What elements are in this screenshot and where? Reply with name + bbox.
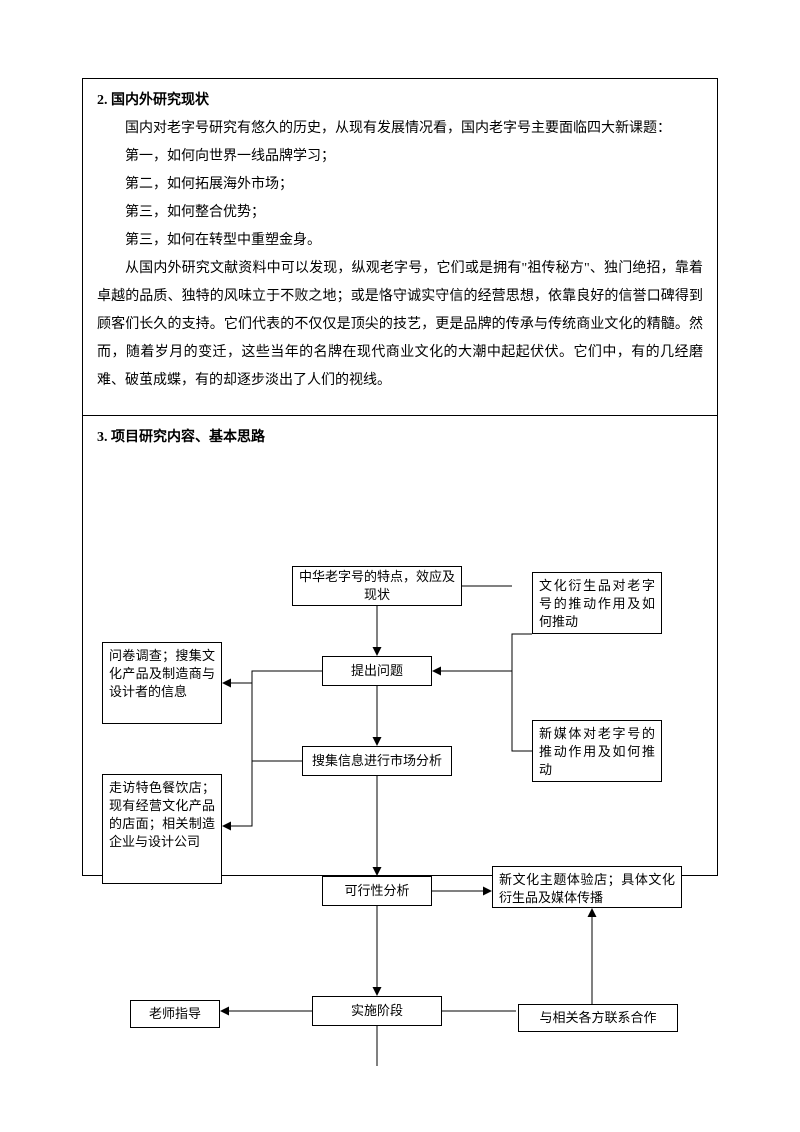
- node-culture-derivative: 文化衍生品对老字号的推动作用及如何推动: [532, 572, 662, 634]
- section-2-box: 2. 国内外研究现状 国内对老字号研究有悠久的历史，从现有发展情况看，国内老字号…: [82, 78, 718, 416]
- node-new-media: 新媒体对老字号的推动作用及如何推动: [532, 720, 662, 782]
- node-teacher: 老师指导: [130, 1000, 220, 1028]
- section-2-p6: 从国内外研究文献资料中可以发现，纵观老字号，它们或是拥有"祖传秘方"、独门绝招，…: [97, 255, 703, 395]
- node-feasibility: 可行性分析: [322, 876, 432, 906]
- node-cooperation: 与相关各方联系合作: [518, 1004, 678, 1032]
- node-characteristics: 中华老字号的特点，效应及现状: [292, 566, 462, 606]
- flowchart: 中华老字号的特点，效应及现状 文化衍生品对老字号的推动作用及如何推动 问卷调查；…: [82, 526, 718, 1086]
- node-market-analysis: 搜集信息进行市场分析: [302, 746, 452, 776]
- section-2-p3: 第二，如何拓展海外市场；: [97, 171, 703, 199]
- section-2-heading: 2. 国内外研究现状: [97, 87, 703, 115]
- node-experience-store: 新文化主题体验店；具体文化衍生品及媒体传播: [492, 866, 682, 908]
- section-3-heading: 3. 项目研究内容、基本思路: [97, 424, 703, 452]
- node-implementation: 实施阶段: [312, 996, 442, 1026]
- node-survey: 问卷调查；搜集文化产品及制造商与设计者的信息: [102, 642, 222, 724]
- section-2-p5: 第三，如何在转型中重塑金身。: [97, 227, 703, 255]
- node-raise-question: 提出问题: [322, 656, 432, 686]
- section-2-p4: 第三，如何整合优势；: [97, 199, 703, 227]
- section-2-p2: 第一，如何向世界一线品牌学习；: [97, 143, 703, 171]
- section-2-p1: 国内对老字号研究有悠久的历史，从现有发展情况看，国内老字号主要面临四大新课题：: [97, 115, 703, 143]
- node-visit: 走访特色餐饮店；现有经营文化产品的店面；相关制造企业与设计公司: [102, 774, 222, 884]
